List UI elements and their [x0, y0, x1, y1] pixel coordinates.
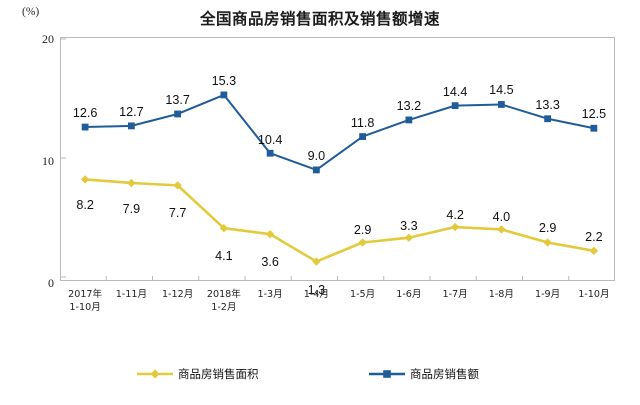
data-point-label: 3.6 — [261, 255, 279, 270]
chart-legend: 商品房销售面积 商品房销售额 — [0, 366, 640, 388]
data-point-label: 4.1 — [215, 249, 233, 264]
x-axis-tick-label: 1-4月 — [304, 288, 329, 301]
x-axis-tick-label-line1: 1-5月 — [349, 289, 376, 300]
x-axis-tick-label-line1: 1-7月 — [442, 289, 468, 300]
x-axis-tick-label: 1-7月 — [442, 288, 467, 301]
data-point-label: 9.0 — [307, 148, 326, 163]
legend-marker-diamond-icon — [137, 369, 173, 379]
data-point-label: 10.4 — [257, 133, 283, 148]
x-axis-tick-label-line1: 1-3月 — [257, 289, 283, 300]
data-point-label: 13.3 — [535, 97, 560, 112]
data-point-label: 2.9 — [353, 223, 372, 238]
data-point-label: 4.0 — [492, 210, 511, 225]
data-point-label: 4.2 — [446, 208, 464, 223]
legend-label-sales-area: 商品房销售面积 — [178, 367, 259, 381]
data-point-label: 2.9 — [538, 221, 557, 236]
x-axis-tick-label-line1: 2017年 — [68, 289, 103, 300]
data-point-label: 14.5 — [489, 83, 514, 98]
data-point-label: 13.2 — [396, 98, 422, 113]
x-axis-tick-label: 1-6月 — [396, 288, 421, 301]
y-tick-0: 0 — [48, 276, 54, 290]
x-axis-tick-label: 1-8月 — [489, 288, 514, 301]
x-axis-tick-label-line1: 1-9月 — [534, 289, 561, 300]
x-axis-tick-label-line1: 1-8月 — [488, 289, 515, 300]
x-axis-tick-label: 2018年 1-2月 — [207, 288, 241, 314]
x-axis-tick-label-line1: 2018年 — [206, 289, 241, 300]
data-point-label: 11.8 — [350, 115, 375, 130]
chart-title: 全国商品房销售面积及销售额增速 — [199, 10, 440, 28]
plot-area — [60, 37, 615, 281]
data-point-label: 12.7 — [119, 104, 144, 119]
data-point-label: 1.3 — [307, 282, 326, 297]
x-axis-tick-label: 1-5月 — [350, 288, 375, 301]
x-axis-tick-label-line2: 1-10月 — [69, 302, 101, 313]
data-point-label: 15.3 — [211, 73, 237, 88]
data-point-label: 7.9 — [122, 201, 141, 216]
x-axis-tick-label: 1-11月 — [116, 288, 147, 301]
x-axis-tick-label: 1-12月 — [162, 288, 193, 301]
x-axis-tick-label-line1: 1-6月 — [396, 289, 422, 300]
data-point-label: 7.7 — [168, 206, 187, 221]
data-point-label: 13.7 — [165, 92, 190, 107]
data-point-label: 12.5 — [581, 107, 607, 122]
data-point-label: 14.4 — [442, 84, 468, 99]
y-axis-unit-label: (%) — [22, 6, 40, 18]
data-point-label: 3.3 — [400, 218, 418, 233]
x-axis-tick-label-line2: 1-2月 — [211, 302, 237, 313]
data-point-label: 8.2 — [76, 198, 94, 213]
legend-label-sales-amount: 商品房销售额 — [410, 367, 479, 381]
data-point-label: 12.6 — [72, 106, 98, 121]
legend-item-sales-area[interactable]: 商品房销售面积 — [136, 366, 259, 382]
x-axis-tick-label: 1-10月 — [578, 288, 609, 301]
data-point-label: 2.2 — [585, 229, 603, 244]
legend-marker-square-icon — [369, 370, 405, 378]
x-axis-tick-label-line1: 1-10月 — [578, 289, 610, 300]
y-tick-20: 20 — [42, 32, 54, 46]
x-axis-tick-label-line1: 1-12月 — [161, 289, 194, 300]
x-axis-tick-label-line1: 1-4月 — [303, 289, 330, 300]
x-axis-tick-label: 1-9月 — [535, 288, 560, 301]
y-tick-10: 10 — [42, 154, 54, 168]
x-axis-tick-label: 2017年 1-10月 — [68, 288, 102, 314]
x-axis-tick-label-line1: 1-11月 — [115, 289, 148, 300]
x-axis-tick-label: 1-3月 — [257, 288, 282, 301]
legend-item-sales-amount[interactable]: 商品房销售额 — [368, 366, 479, 382]
